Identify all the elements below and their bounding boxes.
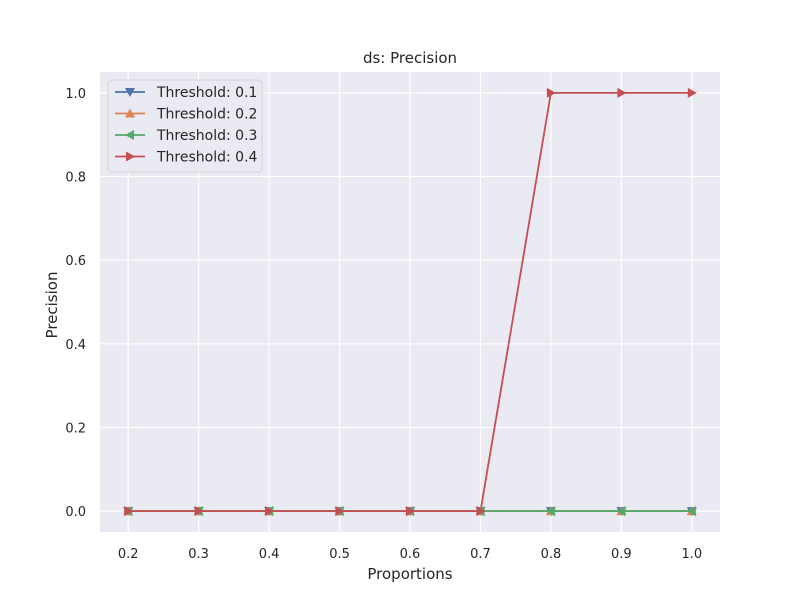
x-tick-label: 0.4 bbox=[259, 547, 280, 562]
data-point bbox=[476, 506, 486, 517]
legend-marker bbox=[125, 108, 135, 118]
x-tick-label: 0.2 bbox=[118, 547, 139, 562]
data-point bbox=[687, 87, 697, 98]
chart-title: ds: Precision bbox=[363, 49, 457, 67]
data-point bbox=[617, 87, 627, 98]
y-tick-label: 0.4 bbox=[65, 338, 86, 353]
legend-label: Threshold: 0.3 bbox=[156, 128, 257, 144]
legend-marker bbox=[126, 151, 135, 162]
y-tick-labels: 0.0 0.2 0.4 0.6 0.8 1.0 bbox=[65, 87, 86, 520]
y-tick-label: 1.0 bbox=[65, 87, 86, 102]
data-point bbox=[335, 506, 345, 517]
x-axis-label: Proportions bbox=[367, 565, 452, 583]
data-point bbox=[265, 506, 275, 517]
y-tick-label: 0.8 bbox=[65, 171, 86, 186]
series-markers bbox=[123, 87, 697, 517]
x-tick-label: 1.0 bbox=[681, 547, 702, 562]
y-tick-label: 0.2 bbox=[65, 421, 86, 436]
y-axis-label: Precision bbox=[43, 272, 61, 339]
x-tick-label: 0.7 bbox=[470, 547, 491, 562]
y-tick-label: 0.6 bbox=[65, 254, 86, 269]
data-point bbox=[616, 506, 626, 517]
data-point bbox=[406, 506, 415, 517]
legend-label: Threshold: 0.1 bbox=[156, 85, 257, 101]
x-tick-label: 0.3 bbox=[188, 547, 209, 562]
data-point bbox=[546, 87, 556, 98]
data-point bbox=[124, 506, 134, 517]
data-point bbox=[686, 506, 696, 517]
x-tick-label: 0.5 bbox=[329, 547, 350, 562]
legend-box bbox=[107, 79, 263, 173]
data-point bbox=[545, 506, 555, 517]
legend-marker bbox=[125, 88, 135, 97]
x-tick-label: 0.9 bbox=[611, 547, 632, 562]
y-tick-label: 0.0 bbox=[65, 505, 86, 520]
x-tick-labels: 0.2 0.3 0.4 0.5 0.6 0.7 0.8 0.9 1.0 bbox=[118, 547, 702, 562]
x-tick-label: 0.6 bbox=[400, 547, 421, 562]
x-tick-label: 0.8 bbox=[541, 547, 562, 562]
legend: Threshold: 0.1 Threshold: 0.2 Threshold: 0… bbox=[107, 79, 263, 173]
legend-label: Threshold: 0.4 bbox=[156, 150, 258, 166]
data-point bbox=[194, 506, 204, 517]
legend-label: Threshold: 0.2 bbox=[156, 107, 257, 123]
legend-marker bbox=[125, 130, 134, 140]
